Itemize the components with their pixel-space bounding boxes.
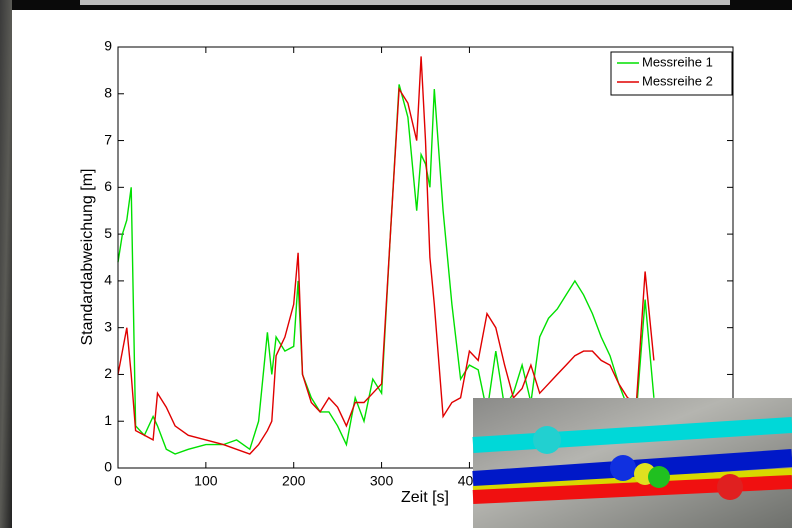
x-tick-label: 0 [114,473,122,489]
y-tick-label: 7 [104,131,112,147]
y-tick-label: 8 [104,84,112,100]
legend-label: Messreihe 2 [642,73,713,88]
series-line [117,56,655,455]
y-tick-label: 5 [104,225,112,241]
left-strip [0,0,12,528]
y-tick-label: 2 [104,365,112,381]
legend-label: Messreihe 1 [642,54,713,69]
y-tick-label: 0 [104,459,112,475]
y-axis-label: Standardabweichung [m] [79,169,96,346]
legend-box [610,51,733,96]
y-tick-label: 9 [104,38,112,54]
y-tick-label: 1 [104,412,112,428]
marker-green [648,466,670,488]
y-tick-label: 3 [104,318,112,334]
legend: Messreihe 1 Messreihe 2 [610,51,733,96]
y-tick-label: 6 [104,178,112,194]
plot-area [118,47,733,468]
x-tick-label: 300 [370,473,394,489]
track-yellow [472,468,792,494]
marker-blue [610,455,636,481]
top-strip [80,0,730,5]
axes-box [117,46,734,469]
x-tick-label: 200 [282,473,306,489]
x-tick-label: 100 [194,473,218,489]
x-axis-label: Zeit [s] [401,489,449,506]
track-cyan [472,417,792,453]
marker-red [717,474,743,500]
marker-cyan [533,426,561,454]
inset-photo [472,398,792,528]
y-tick-label: 4 [104,272,112,288]
